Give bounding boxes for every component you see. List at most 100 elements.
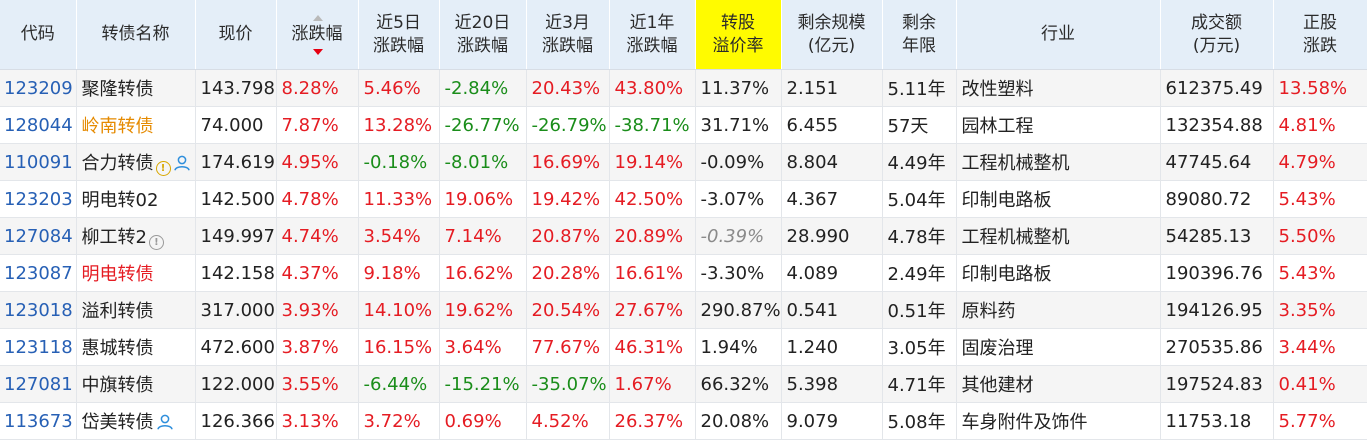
bond-name-link[interactable]: 明电转债 (81, 264, 154, 285)
cell-name[interactable]: 柳工转2! (76, 217, 196, 255)
cell-code[interactable]: 127081 (0, 365, 77, 403)
column-header-chg20d[interactable]: 近20日 涨跌幅 (439, 0, 527, 70)
cell-code[interactable]: 123209 (0, 69, 77, 107)
column-header-chg1y[interactable]: 近1年 涨跌幅 (609, 0, 696, 70)
cell-code[interactable]: 123118 (0, 328, 77, 366)
bond-code-link[interactable]: 123203 (4, 188, 73, 210)
cell-name[interactable]: 聚隆转债 (76, 69, 196, 107)
bond-name-link[interactable]: 溢利转债 (81, 301, 154, 322)
bond-name-link[interactable]: 岭南转债 (81, 116, 154, 137)
column-header-volume[interactable]: 成交额 (万元) (1160, 0, 1274, 70)
column-header-premium[interactable]: 转股 溢价率 (695, 0, 782, 70)
cell-scale: 1.240 (781, 328, 883, 366)
cell-chg: 4.95% (276, 143, 359, 181)
cell-name[interactable]: 明电转02 (76, 180, 196, 218)
cell-term: 4.78年 (882, 217, 957, 255)
cell-name[interactable]: 惠城转债 (76, 328, 196, 366)
cell-value: 31.71% (700, 114, 770, 136)
cell-name[interactable]: 中旗转债 (76, 365, 196, 403)
bond-name-link[interactable]: 合力转债 (81, 152, 154, 174)
bond-code-link[interactable]: 123209 (4, 77, 73, 99)
cell-code[interactable]: 123203 (0, 180, 77, 218)
cell-scale: 6.455 (781, 106, 883, 144)
cell-value: 工程机械整机 (961, 153, 1070, 174)
cell-stock_chg: 5.77% (1273, 402, 1367, 440)
bond-name-link[interactable]: 柳工转2 (81, 226, 147, 248)
cell-value: 132354.88 (1165, 114, 1263, 136)
cell-chg3m: 77.67% (526, 328, 610, 366)
bond-code-link[interactable]: 123118 (4, 336, 73, 358)
cell-chg1y: -38.71% (609, 106, 696, 144)
table-row[interactable]: 123118 惠城转债 472.600 3.87% 16.15% 3.64% 77.67% 4… (0, 328, 1367, 366)
user-icon[interactable] (173, 155, 191, 171)
bond-code-link[interactable]: 113673 (4, 410, 73, 432)
cell-price: 472.600 (195, 328, 277, 366)
bond-name-link[interactable]: 中旗转债 (81, 375, 154, 396)
cell-value: 1.240 (786, 336, 839, 358)
cell-code[interactable]: 113673 (0, 402, 77, 440)
cell-code[interactable]: 110091 (0, 143, 77, 181)
table-row[interactable]: 123209 聚隆转债 143.798 8.28% 5.46% -2.84% 20.43% 4… (0, 69, 1367, 107)
user-icon[interactable] (156, 414, 174, 430)
cell-value: 20.43% (531, 77, 601, 99)
bond-code-link[interactable]: 110091 (4, 151, 73, 173)
table-row[interactable]: 127081 中旗转债 122.000 3.55% -6.44% -15.21% -35.0… (0, 365, 1367, 403)
sort-ascending-icon[interactable] (312, 15, 323, 21)
cell-chg1y: 46.31% (609, 328, 696, 366)
cell-name[interactable]: 岭南转债 (76, 106, 196, 144)
column-header-price[interactable]: 现价 (195, 0, 277, 70)
cell-chg20d: -2.84% (439, 69, 527, 107)
column-header-industry[interactable]: 行业 (956, 0, 1161, 70)
column-header-name[interactable]: 转债名称 (76, 0, 196, 70)
cell-price: 174.619 (195, 143, 277, 181)
column-header-code[interactable]: 代码 (0, 0, 77, 70)
column-header-scale[interactable]: 剩余规模 (亿元) (781, 0, 883, 70)
bond-code-link[interactable]: 123087 (4, 262, 73, 284)
column-header-label: 近3月 (545, 12, 590, 33)
cell-stock_chg: 5.50% (1273, 217, 1367, 255)
table-row[interactable]: 110091 合力转债! 174.619 4.95% -0.18% -8.01% 16.69… (0, 143, 1367, 181)
cell-term: 3.05年 (882, 328, 957, 366)
cell-code[interactable]: 123087 (0, 254, 77, 292)
bond-code-link[interactable]: 127081 (4, 373, 73, 395)
cell-value: 46.31% (614, 336, 684, 358)
cell-value: 5.46% (363, 77, 421, 99)
cell-value: 149.997 (200, 225, 275, 247)
cell-chg5d: -6.44% (358, 365, 440, 403)
cell-value: 5.43% (1278, 188, 1336, 210)
cell-name[interactable]: 岱美转债 (76, 402, 196, 440)
cell-value: 园林工程 (961, 116, 1034, 137)
cell-name[interactable]: 明电转债 (76, 254, 196, 292)
column-header-stock_chg[interactable]: 正股 涨跌 (1273, 0, 1367, 70)
bond-name-link[interactable]: 明电转02 (81, 190, 159, 211)
table-row[interactable]: 123018 溢利转债 317.000 3.93% 14.10% 19.62% 20.54%… (0, 291, 1367, 329)
table-row[interactable]: 127084 柳工转2! 149.997 4.74% 3.54% 7.14% 20.87% 2… (0, 217, 1367, 255)
table-row[interactable]: 128044 岭南转债 74.000 7.87% 13.28% -26.77% -26.79… (0, 106, 1367, 144)
cell-code[interactable]: 128044 (0, 106, 77, 144)
column-header-chg3m[interactable]: 近3月 涨跌幅 (526, 0, 610, 70)
cell-volume: 612375.49 (1160, 69, 1274, 107)
cell-name[interactable]: 溢利转债 (76, 291, 196, 329)
cell-name[interactable]: 合力转债! (76, 143, 196, 181)
bond-code-link[interactable]: 123018 (4, 299, 73, 321)
cell-code[interactable]: 123018 (0, 291, 77, 329)
bond-code-link[interactable]: 128044 (4, 114, 73, 136)
table-row[interactable]: 123087 明电转债 142.158 4.37% 9.18% 16.62% 20.28% 1… (0, 254, 1367, 292)
cell-value: 174.619 (200, 151, 275, 173)
table-row[interactable]: 123203 明电转02 142.500 4.78% 11.33% 19.06% 19.42… (0, 180, 1367, 218)
cell-value: -2.84% (444, 77, 509, 99)
column-header-chg5d[interactable]: 近5日 涨跌幅 (358, 0, 440, 70)
cell-volume: 11753.18 (1160, 402, 1274, 440)
bond-name-link[interactable]: 聚隆转债 (81, 79, 154, 100)
bond-name-link[interactable]: 岱美转债 (81, 412, 154, 433)
sort-descending-icon[interactable] (312, 49, 323, 55)
bond-name-link[interactable]: 惠城转债 (81, 338, 154, 359)
column-header-chg[interactable]: 涨跌幅 (276, 0, 359, 70)
table-row[interactable]: 113673 岱美转债 126.366 3.13% 3.72% 0.69% 4.52% 26.… (0, 402, 1367, 440)
warning-icon[interactable]: ! (155, 160, 171, 176)
bond-code-link[interactable]: 127084 (4, 225, 73, 247)
info-icon[interactable]: ! (148, 234, 164, 250)
cell-code[interactable]: 127084 (0, 217, 77, 255)
column-header-term[interactable]: 剩余 年限 (882, 0, 957, 70)
column-header-label: 转债名称 (101, 24, 170, 44)
